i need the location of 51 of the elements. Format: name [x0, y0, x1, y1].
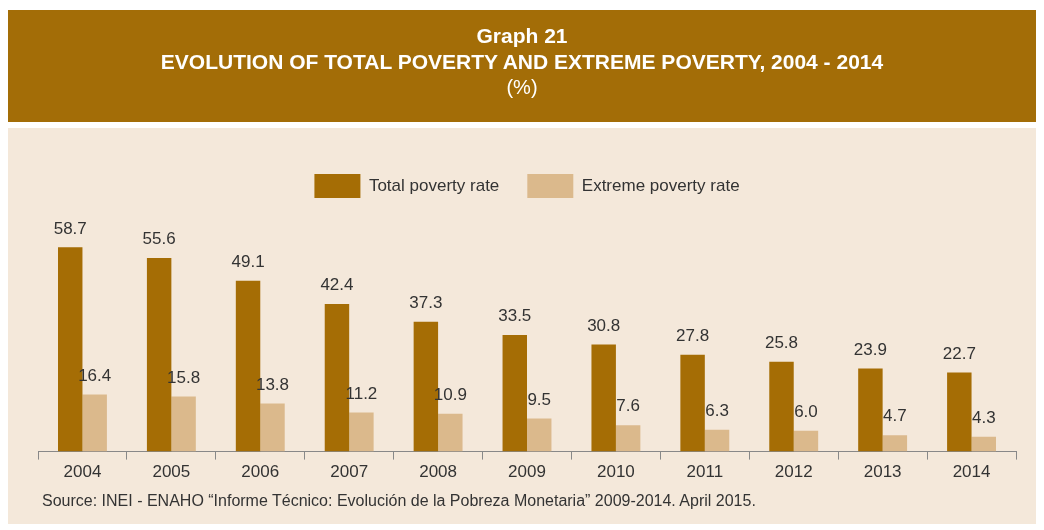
data-label: 4.3 — [971, 407, 996, 427]
x-tick-label: 2009 — [508, 462, 546, 482]
bar — [615, 425, 641, 452]
legend-label: Extreme poverty rate — [581, 175, 740, 195]
x-tick-label: 2008 — [419, 462, 457, 482]
data-label: 6.3 — [705, 400, 729, 420]
bar — [947, 372, 972, 452]
data-label: 23.9 — [853, 339, 887, 359]
x-tick-label: 2005 — [152, 462, 191, 482]
x-tick-label: 2006 — [241, 462, 280, 482]
data-label: 55.6 — [142, 229, 176, 249]
bar — [971, 436, 996, 452]
bar — [591, 344, 616, 452]
data-label: 25.8 — [764, 333, 799, 352]
data-label: 6.0 — [794, 401, 818, 421]
bar — [502, 335, 527, 452]
data-label: 27.8 — [676, 326, 710, 346]
bar — [349, 412, 374, 452]
bar — [882, 435, 908, 452]
bar — [171, 396, 196, 452]
legend-label: Total poverty rate — [368, 175, 500, 195]
x-tick-label: 2007 — [330, 462, 369, 482]
bar — [858, 368, 883, 452]
source-note: Source: INEI - ENAHO “Informe Técnico: Evolución de la Pobreza Monetaria” 2009-2014. April 2015. — [42, 492, 756, 510]
bar — [704, 429, 730, 452]
data-label: 42.4 — [320, 275, 354, 295]
bar — [793, 430, 819, 452]
chart-title: Graph 21 — [475, 24, 569, 48]
bar — [260, 403, 285, 452]
x-tick-label: 2014 — [952, 462, 991, 482]
bar — [680, 354, 705, 452]
x-tick-label: 2004 — [63, 462, 102, 482]
text: (%) — [505, 76, 539, 99]
x-tick-label: 2011 — [686, 462, 724, 482]
chart-subtitle: EVOLUTION OF TOTAL POVERTY AND EXTREME POVERTY, 2004 - 2014 — [159, 50, 885, 74]
bar — [82, 394, 107, 452]
data-label: 33.5 — [498, 306, 532, 326]
x-tick-label: 2013 — [863, 462, 902, 482]
data-label: 4.7 — [883, 406, 907, 426]
data-label: 58.7 — [53, 218, 87, 238]
x-tick-label: 2010 — [597, 462, 635, 482]
bar — [438, 413, 463, 452]
x-tick-label: 2012 — [774, 462, 813, 482]
bar — [527, 418, 552, 452]
data-label: 9.5 — [527, 389, 552, 409]
data-label: 22.7 — [942, 343, 976, 363]
data-label: 7.6 — [616, 396, 640, 416]
data-label: 30.8 — [587, 315, 621, 335]
data-label: 49.1 — [231, 251, 265, 271]
bar — [769, 361, 794, 452]
data-label: 37.3 — [409, 292, 443, 312]
